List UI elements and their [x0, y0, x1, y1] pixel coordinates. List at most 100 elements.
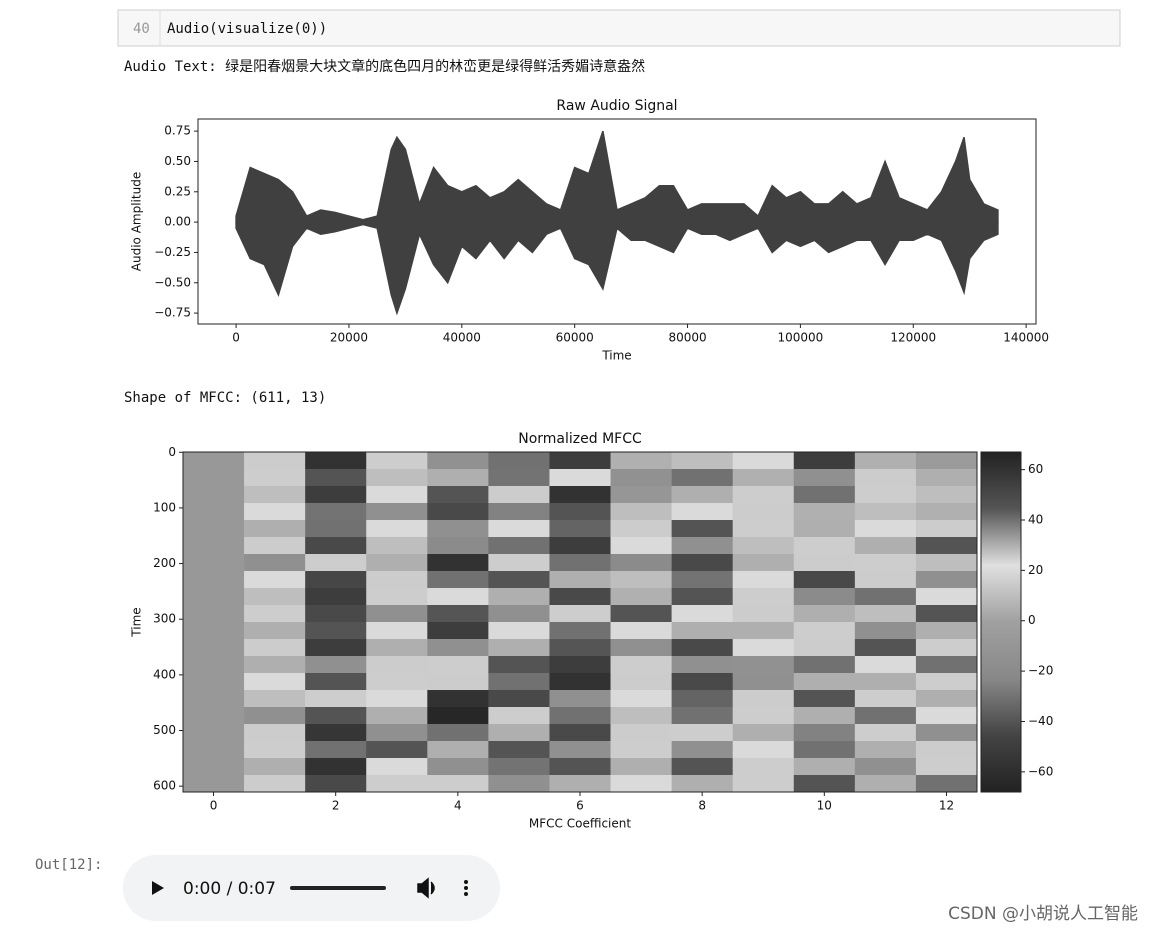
heatmap-cell — [305, 690, 367, 708]
heatmap-cell — [793, 690, 856, 708]
heatmap-cell — [366, 690, 428, 708]
heatmap-cell — [244, 537, 306, 555]
heatmap-cell — [549, 690, 611, 708]
play-button[interactable] — [152, 881, 164, 895]
heatmap-cell — [549, 554, 611, 572]
heatmap-cell — [549, 571, 611, 589]
heatmap-cell — [854, 571, 917, 589]
heatmap-cell — [732, 775, 795, 793]
heatmap-cell — [305, 554, 367, 572]
heatmap-cell — [610, 554, 672, 572]
y-tick-label: 100 — [153, 500, 176, 514]
heatmap-cell — [915, 486, 978, 504]
heatmap-cell — [427, 707, 489, 725]
heatmap-cell — [244, 588, 306, 606]
heatmap-cell — [366, 707, 428, 725]
x-tick-label: 10 — [817, 799, 832, 813]
heatmap-cell — [915, 775, 978, 793]
heatmap-cell — [366, 452, 428, 470]
heatmap-cell — [244, 503, 306, 521]
menu-dot — [464, 892, 468, 896]
waveform-area — [235, 221, 999, 316]
heatmap-cell — [366, 724, 428, 742]
heatmap-cell — [488, 639, 550, 657]
heatmap-cell — [793, 724, 856, 742]
x-tick-label: 20000 — [330, 331, 368, 345]
x-tick-label: 100000 — [777, 331, 823, 345]
heatmap-cell — [488, 605, 550, 623]
heatmap-cell — [366, 622, 428, 640]
heatmap-cell — [610, 622, 672, 640]
heatmap-cell — [549, 639, 611, 657]
heatmap-cell — [671, 520, 733, 538]
heatmap-cell — [366, 554, 428, 572]
heatmap-cell — [366, 656, 428, 674]
heatmap-cell — [183, 758, 245, 776]
heatmap-cell — [549, 469, 611, 487]
heatmap-cell — [915, 758, 978, 776]
heatmap-cell — [610, 707, 672, 725]
heatmap-cell — [610, 690, 672, 708]
x-axis-label: MFCC Coefficient — [529, 817, 631, 831]
heatmap-cell — [915, 707, 978, 725]
heatmap-cell — [183, 656, 245, 674]
heatmap-cell — [610, 639, 672, 657]
chart-title: Normalized MFCC — [518, 431, 642, 447]
x-tick-label: 8 — [698, 799, 706, 813]
x-axis-label: Time — [601, 349, 631, 363]
plot-frame — [197, 118, 1037, 325]
heatmap-cell — [244, 571, 306, 589]
heatmap-cell — [549, 707, 611, 725]
volume-button[interactable] — [417, 877, 435, 899]
heatmap-cell — [427, 639, 489, 657]
watermark: CSDN @小胡说人工智能 — [948, 904, 1138, 924]
heatmap-cell — [854, 775, 917, 793]
heatmap-cell — [488, 775, 550, 793]
heatmap-cell — [854, 486, 917, 504]
heatmap-cell — [305, 673, 367, 691]
heatmap-cell — [671, 486, 733, 504]
heatmap-cell — [183, 537, 245, 555]
colorbar-tick-label: −60 — [1028, 764, 1053, 778]
heatmap-cell — [793, 622, 856, 640]
heatmap-cell — [549, 452, 611, 470]
heatmap-cell — [427, 605, 489, 623]
heatmap-cell — [488, 554, 550, 572]
heatmap-cell — [854, 622, 917, 640]
heatmap-cell — [305, 656, 367, 674]
heatmap-cell — [366, 775, 428, 793]
heatmap-cell — [305, 469, 367, 487]
heatmap-cell — [854, 724, 917, 742]
heatmap-cell — [488, 537, 550, 555]
heatmap-cell — [305, 588, 367, 606]
heatmap-cell — [854, 741, 917, 759]
y-tick-label: 0.00 — [164, 215, 191, 229]
x-tick-label: 60000 — [556, 331, 594, 345]
colorbar-tick-label: −20 — [1028, 664, 1053, 678]
heatmap-cell — [610, 452, 672, 470]
x-tick-label: 140000 — [1003, 331, 1049, 345]
heatmap-cell — [244, 707, 306, 725]
heatmap-cell — [793, 520, 856, 538]
heatmap-cell — [366, 673, 428, 691]
heatmap-cell — [183, 724, 245, 742]
heatmap-cell — [427, 758, 489, 776]
heatmap-cell — [854, 554, 917, 572]
y-axis-label: Time — [130, 607, 144, 637]
code-cell[interactable] — [117, 9, 1121, 47]
progress-bar[interactable] — [290, 886, 386, 890]
heatmap-cell — [427, 673, 489, 691]
heatmap-cell — [854, 690, 917, 708]
heatmap-cell — [366, 588, 428, 606]
heatmap-cell — [793, 639, 856, 657]
heatmap-cell — [488, 690, 550, 708]
menu-button[interactable] — [464, 880, 468, 896]
heatmap-cell — [610, 775, 672, 793]
heatmap-cell — [427, 503, 489, 521]
heatmap-cell — [671, 690, 733, 708]
y-tick-label: 500 — [153, 723, 176, 737]
heatmap-cell — [366, 469, 428, 487]
heatmap-cell — [915, 554, 978, 572]
heatmap-cell — [915, 588, 978, 606]
heatmap-cell — [549, 588, 611, 606]
